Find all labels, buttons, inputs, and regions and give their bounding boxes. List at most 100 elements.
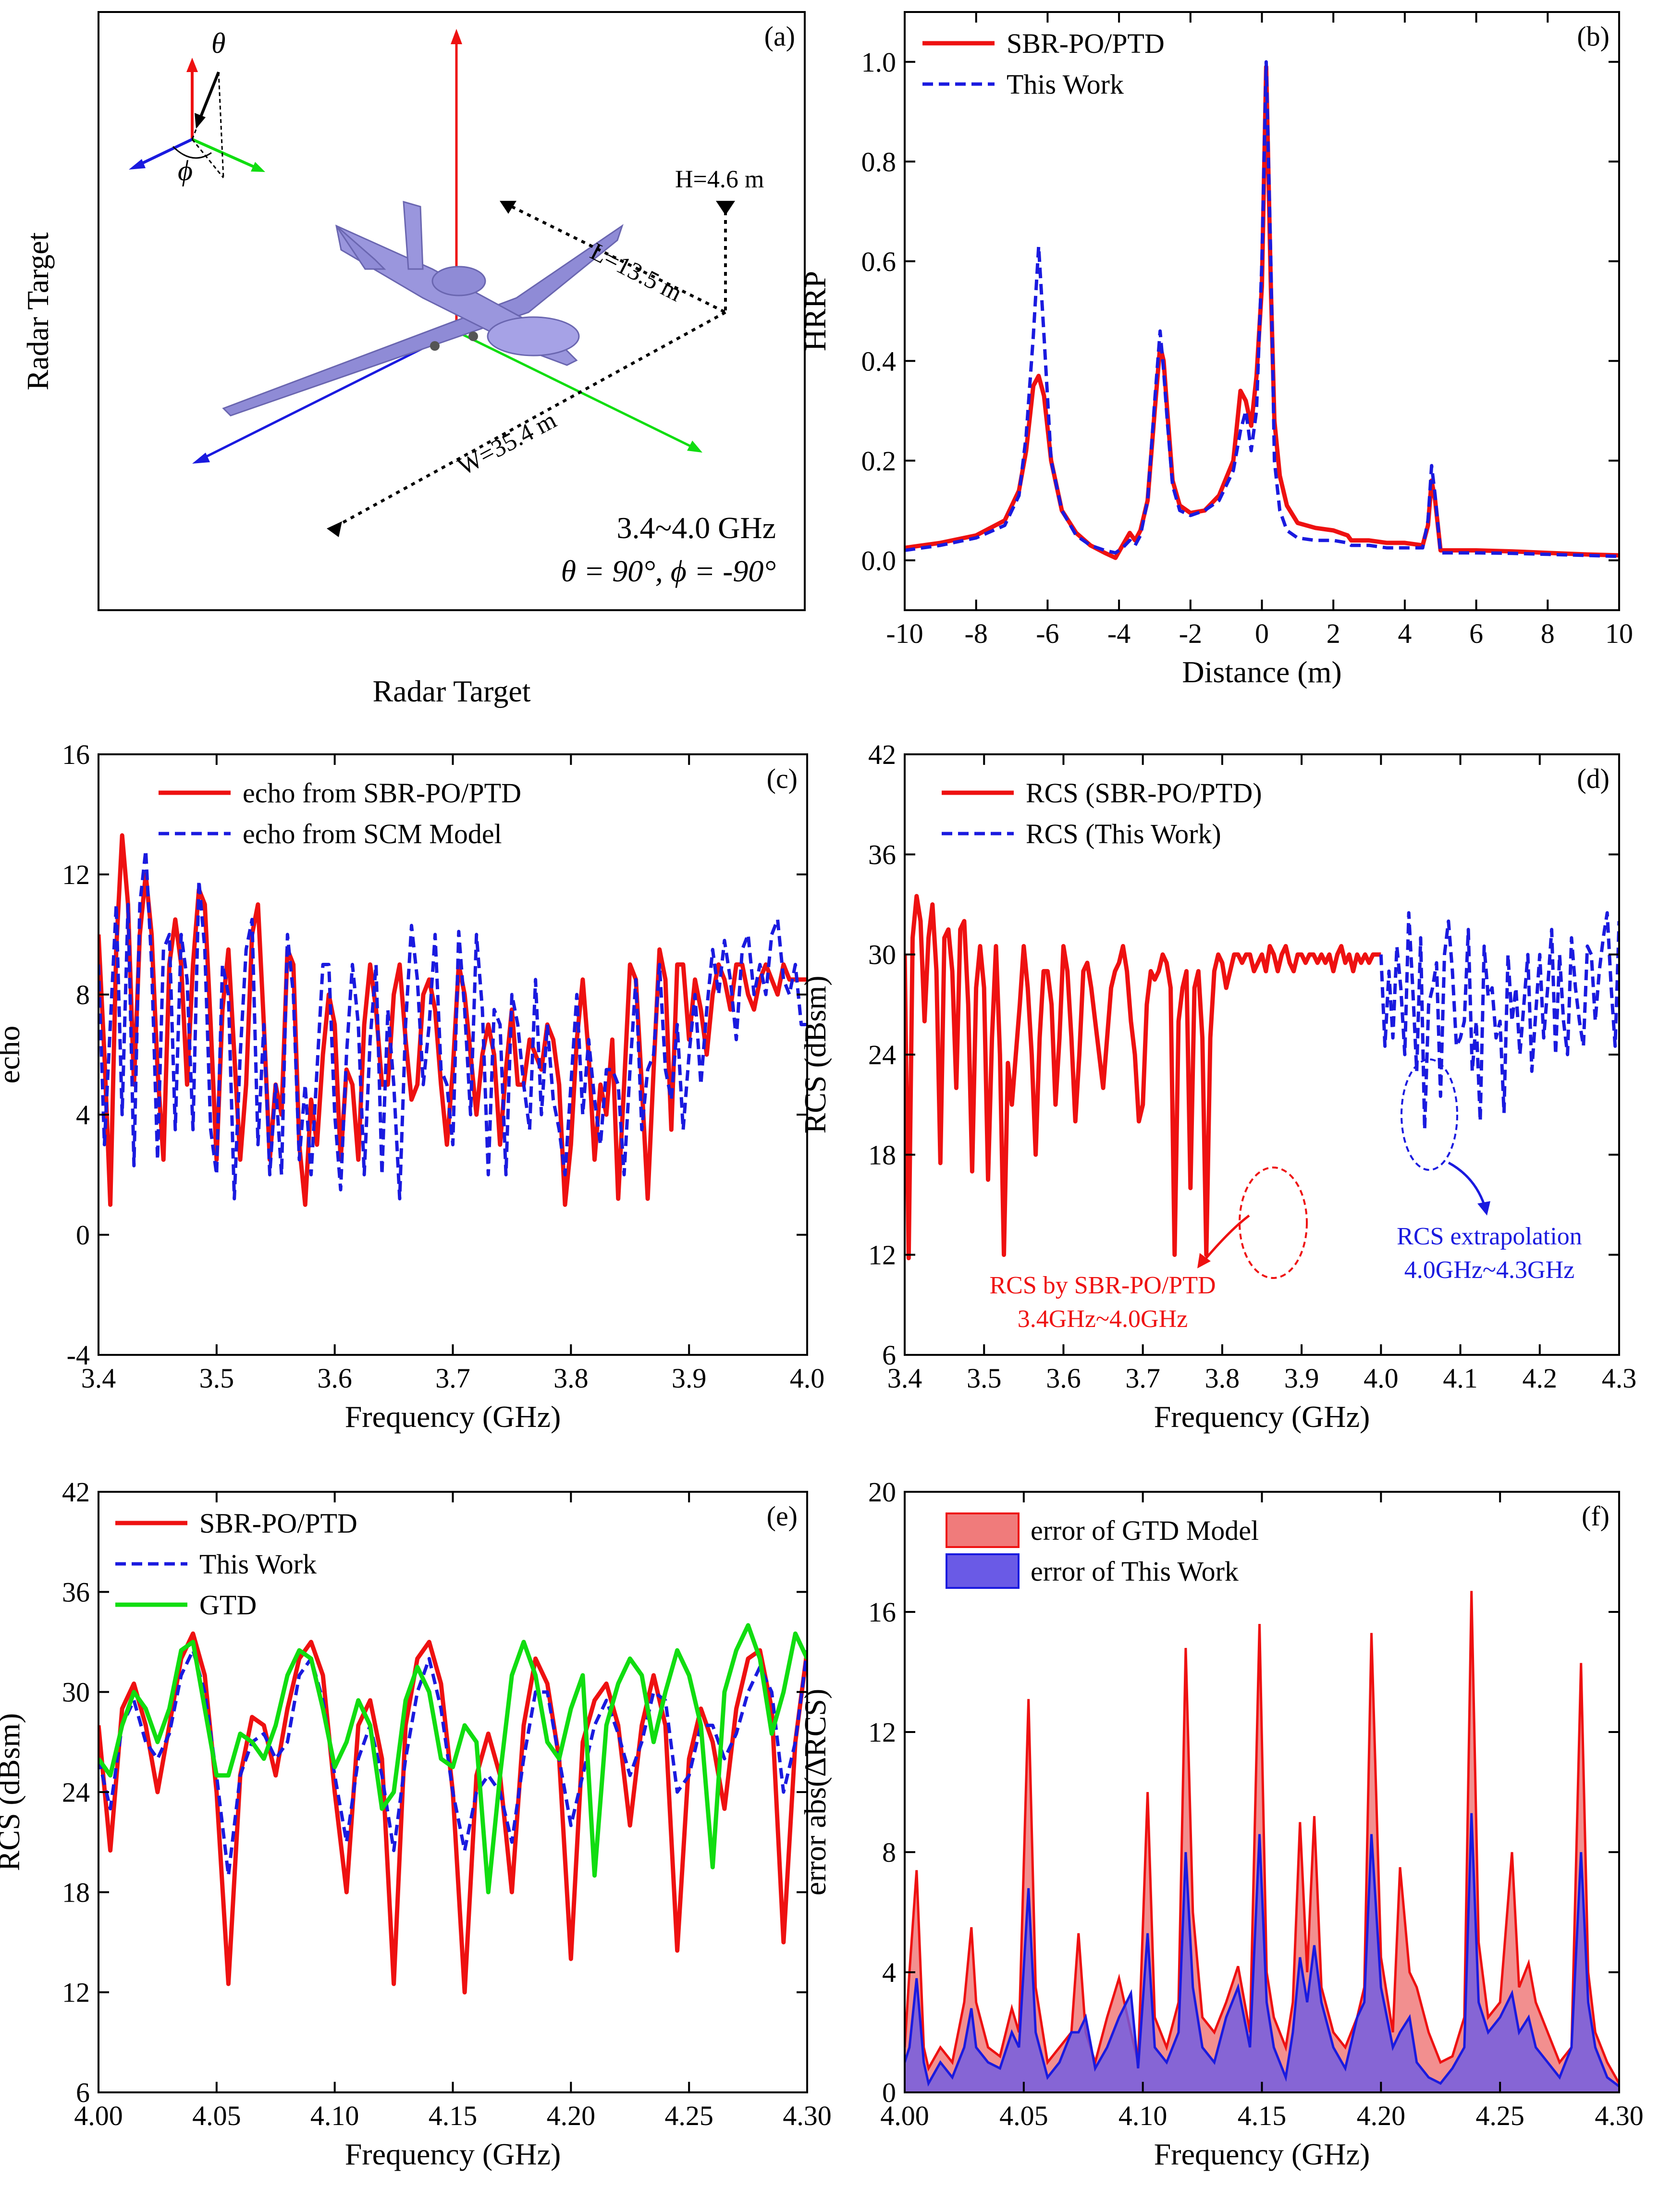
sbr-annotation-arrow: [1203, 1215, 1250, 1262]
series-b-0-line: [905, 64, 1619, 560]
legend-label: This Work: [199, 1548, 317, 1580]
coordinate-axes-icon: [129, 58, 265, 178]
x-tick-label: 4.05: [999, 2100, 1048, 2131]
x-tick-label: 4.30: [1595, 2100, 1644, 2131]
sbr-highlight-ellipse: [1239, 1167, 1308, 1279]
sbr-annotation-arrowhead: [1197, 1253, 1211, 1268]
panel-e-label: (e): [767, 1500, 798, 1532]
x-tick-label: 3.4: [887, 1363, 922, 1394]
panel-e-xlabel: Frequency (GHz): [345, 2137, 561, 2171]
annotation-sbr-line2: 3.4GHz~4.0GHz: [1018, 1305, 1188, 1333]
y-tick-label: 24: [62, 1777, 90, 1808]
y-tick-label: 42: [62, 1476, 90, 1508]
y-tick-label: 12: [868, 1717, 896, 1748]
y-tick-label: 0.4: [861, 345, 897, 377]
x-tick-label: 4.20: [547, 2100, 596, 2131]
dimension-lines: [327, 201, 735, 537]
y-tick-label: 24: [868, 1039, 896, 1070]
y-tick-label: 42: [868, 739, 896, 770]
panel-b-plot-area: [905, 60, 1619, 560]
x-tick-label: 4.0: [1364, 1363, 1399, 1394]
y-tick-label: 0.0: [861, 545, 897, 576]
panel-f-ylabel: error abs(ΔRCS): [798, 1689, 832, 1895]
x-tick-label: 3.8: [1205, 1363, 1240, 1394]
x-tick-label: 3.5: [967, 1363, 1002, 1394]
panel-a: (a) Radar Target Radar Target θ ϕ: [21, 11, 806, 708]
panel-b-label: (b): [1577, 21, 1610, 52]
x-tick-label: -10: [886, 618, 923, 649]
y-tick-label: 0: [76, 1219, 90, 1251]
y-tick-label: 20: [868, 1476, 896, 1508]
x-tick-label: 3.8: [553, 1363, 589, 1394]
panel-c-plot-area: [98, 833, 807, 1207]
x-tick-label: 10: [1605, 618, 1633, 649]
y-tick-label: 36: [62, 1576, 90, 1608]
panel-b-ylabel: HRRP: [798, 271, 832, 351]
series-d-0-line: [905, 894, 1381, 1261]
y-tick-label: 30: [62, 1677, 90, 1708]
theta-symbol: θ: [211, 27, 225, 59]
extrapolation-highlight-ellipse: [1401, 1058, 1458, 1171]
y-tick-label: 16: [62, 739, 90, 770]
extrapolation-annotation-arrowhead: [1477, 1201, 1490, 1216]
width-label: W=35.4 m: [454, 406, 561, 481]
panel-f: 4.00 4.05 4.10 4.15 4.20 4.25 4.30 0 4 8 12 16 20 Fre…: [798, 1476, 1644, 2171]
panel-a-xlabel: Radar Target: [372, 674, 530, 708]
x-tick-label: 4.2: [1523, 1363, 1558, 1394]
x-tick-label: 4.3: [1602, 1363, 1637, 1394]
panel-e-plot-area: [98, 1623, 807, 1995]
y-tick-label: 6: [882, 1339, 896, 1371]
annotation-extrapolation-line1: RCS extrapolation: [1397, 1223, 1582, 1250]
panel-d: 3.4 3.5 3.6 3.7 3.8 3.9 4.0 4.1 4.2 4.3 6 12 18 24 30 3…: [798, 739, 1636, 1434]
x-tick-label: 3.5: [199, 1363, 234, 1394]
annotation-extrapolation-line2: 4.0GHz~4.3GHz: [1404, 1256, 1575, 1284]
x-tick-label: 4.00: [880, 2100, 929, 2131]
x-tick-label: 3.6: [317, 1363, 352, 1394]
x-tick-label: 4.00: [74, 2100, 123, 2131]
y-tick-label: 6: [76, 2077, 90, 2108]
x-tick-label: 2: [1327, 618, 1340, 649]
panel-e-legend: SBR-PO/PTD This Work GTD: [115, 1508, 357, 1621]
y-tick-label: 16: [868, 1597, 896, 1628]
x-tick-label: 4.10: [1118, 2100, 1167, 2131]
y-tick-label: 18: [62, 1877, 90, 1908]
panel-c-legend: echo from SBR-PO/PTD echo from SCM Model: [159, 777, 521, 849]
x-tick-label: 3.4: [81, 1363, 116, 1394]
panel-c: 3.4 3.5 3.6 3.7 3.8 3.9 4.0 -4 0 4 8 12 16 Frequency …: [0, 739, 824, 1434]
series-d-1-line: [1379, 911, 1619, 1131]
legend-swatch: [946, 1512, 1020, 1548]
x-tick-label: 0: [1255, 618, 1269, 649]
x-tick-label: 4.30: [783, 2100, 832, 2131]
y-tick-label: 8: [882, 1837, 896, 1868]
x-tick-label: 6: [1469, 618, 1483, 649]
panel-f-legend: error of GTD Model error of This Work: [946, 1512, 1259, 1589]
legend-label: error of This Work: [1031, 1556, 1239, 1587]
panel-f-label: (f): [1582, 1500, 1610, 1532]
legend-label: SBR-PO/PTD: [1007, 28, 1165, 59]
series-f-0-area: [905, 1591, 1619, 2092]
y-tick-label: 0: [882, 2077, 896, 2108]
y-tick-label: 12: [62, 1977, 90, 2008]
panel-d-label: (d): [1577, 763, 1610, 794]
panel-a-frame: [98, 11, 806, 611]
panel-b: -10 -8 -6 -4 -2 0 2 4 6 8 10 0.0 0.2 0.4 0.6 0.8 1.0 Dist…: [798, 11, 1633, 689]
x-tick-label: -2: [1179, 618, 1202, 649]
y-tick-label: 8: [76, 979, 90, 1010]
x-tick-label: 4.1: [1443, 1363, 1478, 1394]
band-label: 3.4~4.0 GHz: [617, 511, 776, 545]
panel-f-plot-area: [905, 1591, 1619, 2092]
panel-b-legend: SBR-PO/PTD This Work: [922, 28, 1165, 100]
legend-swatch: [946, 1553, 1020, 1589]
x-tick-label: 4.05: [192, 2100, 241, 2131]
panel-c-label: (c): [767, 763, 798, 794]
y-tick-label: -4: [67, 1339, 90, 1371]
x-tick-label: 3.9: [1284, 1363, 1319, 1394]
panel-e: 4.00 4.05 4.10 4.15 4.20 4.25 4.30 6 12 18 24 30 36 4…: [0, 1476, 832, 2171]
panel-a-label: (a): [764, 21, 795, 52]
legend-label: echo from SBR-PO/PTD: [243, 777, 521, 809]
x-tick-label: 4.15: [1238, 2100, 1287, 2131]
panel-e-ylabel: RCS (dBsm): [0, 1713, 26, 1871]
series-c-0-line: [98, 833, 807, 1207]
series-b-1-line: [905, 60, 1619, 558]
